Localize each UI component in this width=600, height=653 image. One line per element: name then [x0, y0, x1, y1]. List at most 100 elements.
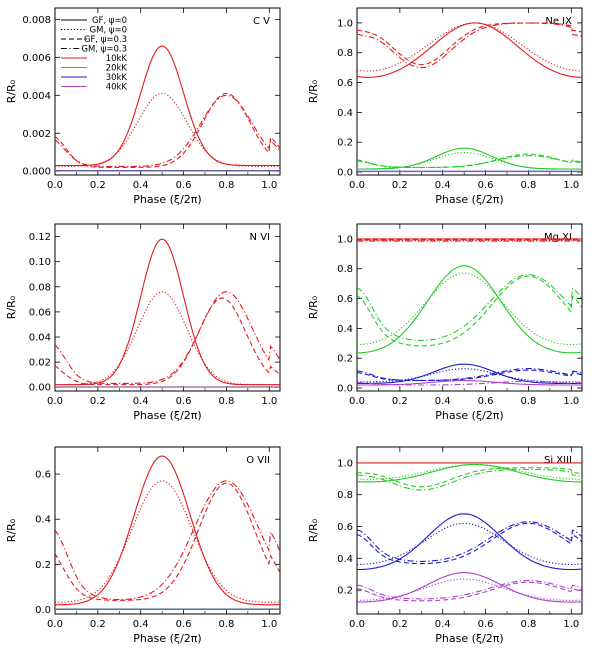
x-tick-label: 0.2: [90, 619, 106, 630]
panel-title: Mg XI: [544, 232, 572, 243]
chart-panel-3: 0.0 0.2 0.4 0.6 0.8 1.0 0.00 0.02 0.04 0.06 0.08 0.…: [5, 223, 281, 422]
x-tick-label: 0.6: [478, 180, 494, 191]
x-tick-label: 1.0: [563, 619, 579, 630]
legend-label: 20kK: [106, 64, 128, 74]
x-axis-label: Phase (ξ/2π): [133, 632, 201, 645]
y-tick-label: 0.006: [22, 53, 51, 64]
x-tick-label: 1.0: [261, 619, 277, 630]
series-line-12: [357, 368, 582, 381]
series-line-1: [55, 45, 280, 167]
series-line-5: [357, 147, 582, 170]
x-tick-label: 0.4: [133, 619, 149, 630]
x-tick-label: 0.8: [218, 396, 234, 407]
plot-frame: [54, 223, 281, 392]
y-tick-label: 0.008: [22, 15, 51, 26]
series-line-8: [357, 155, 582, 169]
x-tick-label: 1.0: [261, 180, 277, 191]
x-tick-label: 0.4: [133, 396, 149, 407]
series-line-2: [357, 22, 582, 72]
y-tick-label: 0.6: [337, 522, 353, 533]
series-line-4: [357, 467, 582, 488]
y-tick-label: 0.8: [337, 48, 353, 59]
x-tick-label: 0.6: [478, 619, 494, 630]
y-tick-label: 0.12: [29, 232, 51, 243]
series-line-12: [357, 581, 582, 602]
series-line-1: [55, 455, 280, 606]
y-tick-label: 0.4: [337, 324, 353, 335]
y-tick-label: 1.0: [337, 18, 353, 29]
x-tick-label: 0.0: [47, 396, 63, 407]
legend-label: GM, ψ=0.3: [81, 45, 127, 55]
y-tick-label: 0.4: [35, 515, 51, 526]
x-tick-label: 0.0: [47, 619, 63, 630]
y-tick-label: 0.0: [337, 168, 353, 179]
series-line-11: [357, 578, 582, 601]
x-axis-label: Phase (ξ/2π): [435, 632, 503, 645]
chart-panel-4: 0.0 0.2 0.4 0.6 0.8 1.0 0.0 0.2 0.4 0.6 0.8 1.0 Phas…: [307, 223, 583, 422]
y-tick-label: 0.6: [337, 78, 353, 89]
series-line-9: [357, 521, 582, 562]
series-line-11: [357, 369, 582, 382]
x-axis-label: Phase (ξ/2π): [435, 193, 503, 206]
y-tick-label: 1.0: [337, 458, 353, 469]
y-axis-label: R/R₀: [307, 79, 320, 103]
series-line-5: [357, 265, 582, 354]
legend-label: 30kK: [106, 73, 128, 83]
series-line-7: [357, 522, 582, 566]
plot-frame: [54, 7, 281, 176]
y-tick-label: 0.0: [337, 384, 353, 395]
series-line-6: [357, 513, 582, 571]
series-line-5: [357, 468, 582, 491]
y-tick-label: 0.000: [22, 167, 51, 178]
panel-title: Ne IX: [545, 16, 572, 27]
series-line-13: [357, 580, 582, 600]
y-tick-label: 0.6: [35, 470, 51, 481]
legend-label: 40kK: [106, 83, 128, 93]
x-tick-label: 0.0: [349, 396, 365, 407]
x-tick-label: 0.6: [176, 619, 192, 630]
y-tick-label: 0.00: [29, 383, 51, 394]
series-line-3: [357, 463, 582, 480]
series-line-2: [55, 480, 280, 603]
y-tick-label: 0.8: [337, 264, 353, 275]
series-line-4: [357, 22, 582, 69]
x-tick-label: 0.4: [435, 396, 451, 407]
chart-panel-5: 0.0 0.2 0.4 0.6 0.8 1.0 0.0 0.2 0.4 0.6 Phase (ξ/2…: [5, 446, 281, 645]
series-line-2: [357, 463, 582, 483]
x-tick-label: 0.4: [133, 180, 149, 191]
legend-label: GF, ψ=0: [92, 16, 127, 26]
x-axis-label: Phase (ξ/2π): [435, 409, 503, 422]
y-tick-label: 0.2: [337, 586, 353, 597]
chart-panel-6: 0.0 0.2 0.4 0.6 0.8 1.0 0.2 0.4 0.6 0.8 1.0 Phase (…: [307, 446, 583, 645]
series-line-2: [55, 92, 280, 167]
plot-frame: [356, 7, 583, 176]
x-tick-label: 0.8: [520, 396, 536, 407]
x-tick-label: 0.0: [349, 180, 365, 191]
series-line-9: [357, 363, 582, 385]
panel-title: Si XIII: [544, 455, 572, 466]
series-line-4: [55, 291, 280, 384]
x-tick-label: 0.6: [478, 396, 494, 407]
y-tick-label: 0.2: [337, 138, 353, 149]
y-tick-label: 0.2: [35, 560, 51, 571]
y-axis-label: R/R₀: [307, 518, 320, 542]
y-tick-label: 0.0: [35, 605, 51, 616]
plot-frame: [54, 446, 281, 615]
y-tick-label: 0.02: [29, 358, 51, 369]
x-tick-label: 0.0: [349, 619, 365, 630]
chart-panel-1: 0.0 0.2 0.4 0.6 0.8 1.0 0.000 0.002 0.004 0.006 0.…: [5, 7, 281, 206]
y-tick-label: 0.10: [29, 257, 51, 268]
x-tick-label: 1.0: [261, 396, 277, 407]
y-tick-label: 0.4: [337, 554, 353, 565]
x-tick-label: 0.2: [392, 619, 408, 630]
x-tick-label: 0.0: [47, 180, 63, 191]
x-tick-label: 0.8: [520, 619, 536, 630]
x-axis-label: Phase (ξ/2π): [133, 409, 201, 422]
x-tick-label: 0.8: [218, 619, 234, 630]
y-tick-label: 0.08: [29, 282, 51, 293]
legend-label: 10kK: [106, 54, 128, 64]
x-tick-label: 1.0: [563, 180, 579, 191]
series-line-10: [357, 572, 582, 603]
y-axis-label: R/R₀: [5, 295, 18, 319]
